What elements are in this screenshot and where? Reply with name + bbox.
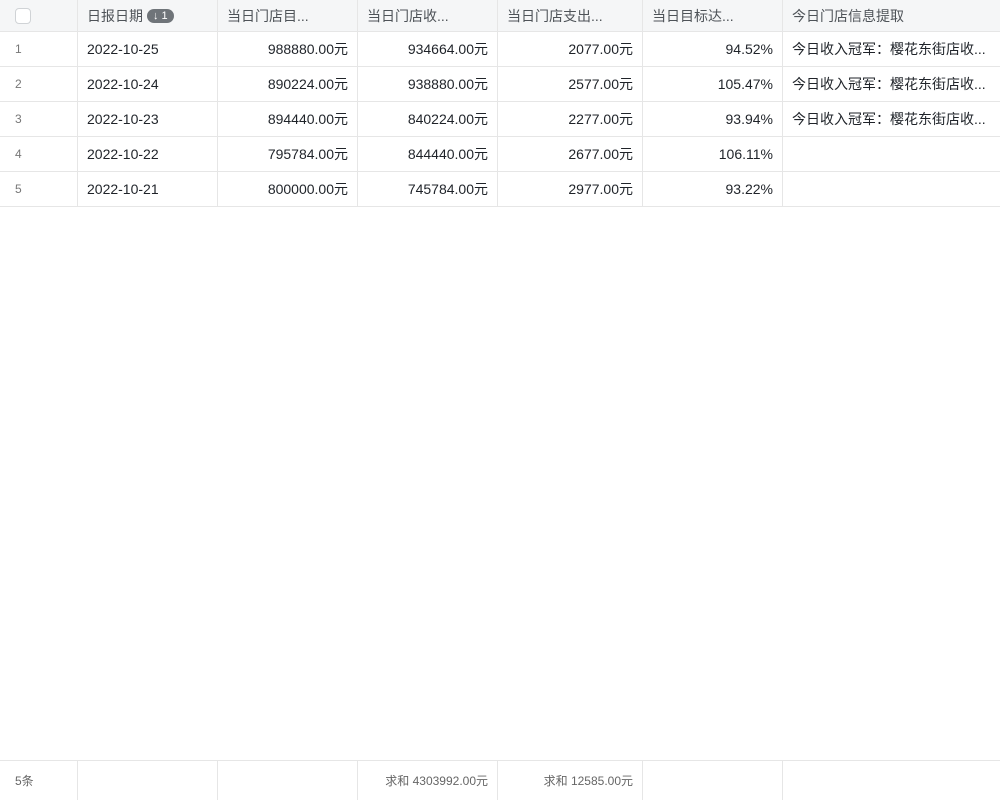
row-index: 1 — [0, 32, 78, 67]
table-row[interactable]: 4 2022-10-22 795784.00元 844440.00元 2677.00元 1… — [0, 137, 1000, 172]
income-cell[interactable]: 934664.00元 — [358, 32, 498, 67]
header-expense[interactable]: 当日门店支出... — [498, 0, 643, 32]
footer-cell[interactable] — [783, 761, 1000, 800]
record-count: 5条 — [0, 761, 78, 800]
target-cell[interactable]: 894440.00元 — [218, 102, 358, 137]
income-cell[interactable]: 844440.00元 — [358, 137, 498, 172]
date-cell[interactable]: 2022-10-24 — [78, 67, 218, 102]
achievement-cell[interactable]: 106.11% — [643, 137, 783, 172]
row-index: 5 — [0, 172, 78, 207]
target-cell[interactable]: 988880.00元 — [218, 32, 358, 67]
header-achievement[interactable]: 当日目标达... — [643, 0, 783, 32]
table-footer: 5条 求和 4303992.00元 求和 12585.00元 — [0, 760, 1000, 800]
table-row[interactable]: 2 2022-10-24 890224.00元 938880.00元 2577.00元 1… — [0, 67, 1000, 102]
income-cell[interactable]: 840224.00元 — [358, 102, 498, 137]
info-cell[interactable]: 今日收入冠军：樱花东街店收... — [783, 67, 1000, 102]
header-target[interactable]: 当日门店目... — [218, 0, 358, 32]
header-label: 日报日期 — [87, 7, 143, 24]
target-cell[interactable]: 800000.00元 — [218, 172, 358, 207]
table-row[interactable]: 5 2022-10-21 800000.00元 745784.00元 2977.00元 9… — [0, 172, 1000, 207]
table-row[interactable]: 1 2022-10-25 988880.00元 934664.00元 2077.00元 9… — [0, 32, 1000, 67]
income-cell[interactable]: 745784.00元 — [358, 172, 498, 207]
expense-cell[interactable]: 2677.00元 — [498, 137, 643, 172]
date-cell[interactable]: 2022-10-23 — [78, 102, 218, 137]
date-cell[interactable]: 2022-10-22 — [78, 137, 218, 172]
achievement-cell[interactable]: 94.52% — [643, 32, 783, 67]
header-date[interactable]: 日报日期 ↓ 1 — [78, 0, 218, 32]
target-cell[interactable]: 795784.00元 — [218, 137, 358, 172]
select-all-checkbox[interactable] — [15, 7, 31, 24]
achievement-cell[interactable]: 105.47% — [643, 67, 783, 102]
header-select-all — [0, 0, 78, 32]
table-header: 日报日期 ↓ 1 当日门店目... 当日门店收... 当日门店支出... 当日目标… — [0, 0, 1000, 32]
income-cell[interactable]: 938880.00元 — [358, 67, 498, 102]
achievement-cell[interactable]: 93.94% — [643, 102, 783, 137]
expense-cell[interactable]: 2277.00元 — [498, 102, 643, 137]
footer-cell[interactable] — [643, 761, 783, 800]
table-row[interactable]: 3 2022-10-23 894440.00元 840224.00元 2277.00元 9… — [0, 102, 1000, 137]
footer-cell[interactable] — [78, 761, 218, 800]
date-cell[interactable]: 2022-10-25 — [78, 32, 218, 67]
header-info[interactable]: 今日门店信息提取 — [783, 0, 1000, 32]
sum-income[interactable]: 求和 4303992.00元 — [358, 761, 498, 800]
info-cell[interactable] — [783, 172, 1000, 207]
footer-cell[interactable] — [218, 761, 358, 800]
achievement-cell[interactable]: 93.22% — [643, 172, 783, 207]
info-cell[interactable] — [783, 137, 1000, 172]
expense-cell[interactable]: 2977.00元 — [498, 172, 643, 207]
info-cell[interactable]: 今日收入冠军：樱花东街店收... — [783, 32, 1000, 67]
sum-expense[interactable]: 求和 12585.00元 — [498, 761, 643, 800]
row-index: 4 — [0, 137, 78, 172]
row-index: 2 — [0, 67, 78, 102]
header-income[interactable]: 当日门店收... — [358, 0, 498, 32]
expense-cell[interactable]: 2077.00元 — [498, 32, 643, 67]
row-index: 3 — [0, 102, 78, 137]
expense-cell[interactable]: 2577.00元 — [498, 67, 643, 102]
info-cell[interactable]: 今日收入冠军：樱花东街店收... — [783, 102, 1000, 137]
target-cell[interactable]: 890224.00元 — [218, 67, 358, 102]
sort-badge[interactable]: ↓ 1 — [147, 8, 174, 23]
date-cell[interactable]: 2022-10-21 — [78, 172, 218, 207]
